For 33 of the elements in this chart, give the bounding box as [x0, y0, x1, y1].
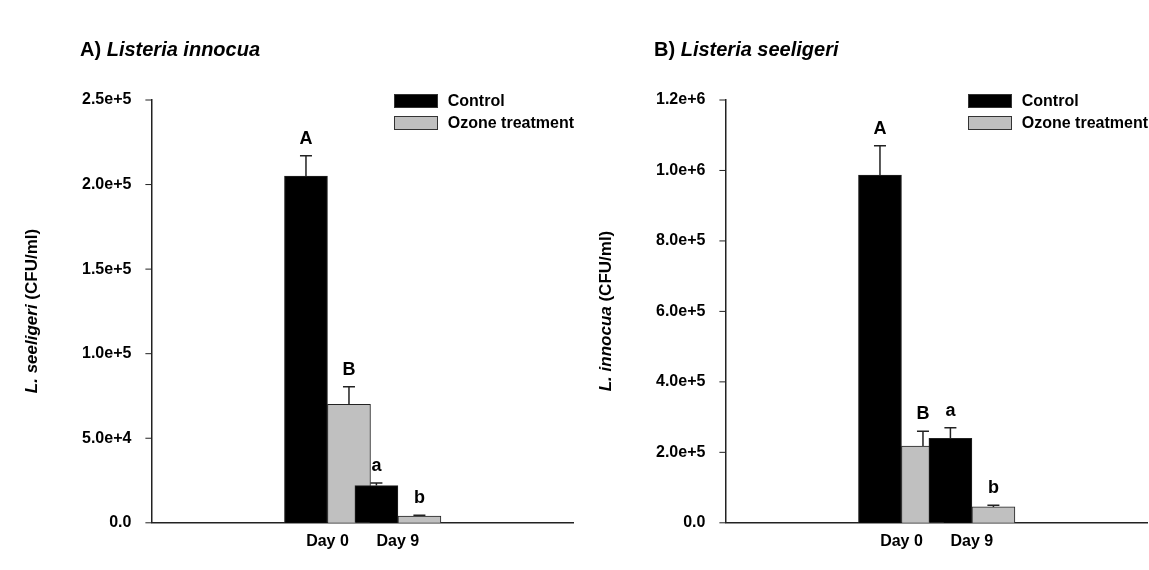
y-tick-label: 0.0 — [109, 513, 132, 531]
y-tick-label: 2.5e+5 — [81, 90, 132, 108]
y-tick-label: 0.0 — [683, 513, 706, 531]
annotation: b — [987, 477, 999, 498]
legend-label: Ozone treatment — [1020, 113, 1148, 133]
x-tick-label: Day 9 — [950, 531, 994, 549]
y-tick-label: 8.0e+5 — [655, 231, 706, 249]
legend-label: Control — [446, 91, 506, 111]
annotation: b — [413, 487, 425, 508]
y-tick-label: 2.0e+5 — [81, 174, 132, 192]
y-tick-label: 6.0e+5 — [655, 301, 706, 319]
annotation: A — [299, 127, 313, 148]
y-tick-label: 4.0e+5 — [655, 372, 706, 390]
annotation: B — [916, 403, 930, 424]
annotation: A — [873, 117, 887, 138]
annotation: a — [945, 399, 957, 420]
y-tick-label: 1.0e+5 — [81, 344, 132, 362]
annotation: B — [342, 358, 356, 379]
legend-label: Ozone treatment — [446, 113, 574, 133]
legend-label: Control — [1020, 91, 1080, 111]
chart-title: B) Listeria seeligeri — [654, 38, 839, 61]
x-tick-label: Day 0 — [306, 531, 349, 549]
x-tick-label: Day 9 — [376, 531, 420, 549]
y-tick-label: 1.2e+6 — [655, 90, 706, 108]
y-axis-title: L. seeligeri (CFU/ml) — [22, 229, 43, 394]
y-tick-label: 1.0e+6 — [655, 160, 706, 178]
y-tick-label: 5.0e+4 — [81, 428, 132, 446]
y-tick-label: 1.5e+5 — [81, 259, 132, 277]
y-tick-label: 2.0e+5 — [655, 442, 706, 460]
chart-title: A) Listeria innocua — [80, 38, 261, 61]
x-tick-label: Day 0 — [880, 531, 923, 549]
annotation: a — [371, 455, 383, 476]
y-axis-title: L. innocua (CFU/ml) — [595, 231, 616, 392]
